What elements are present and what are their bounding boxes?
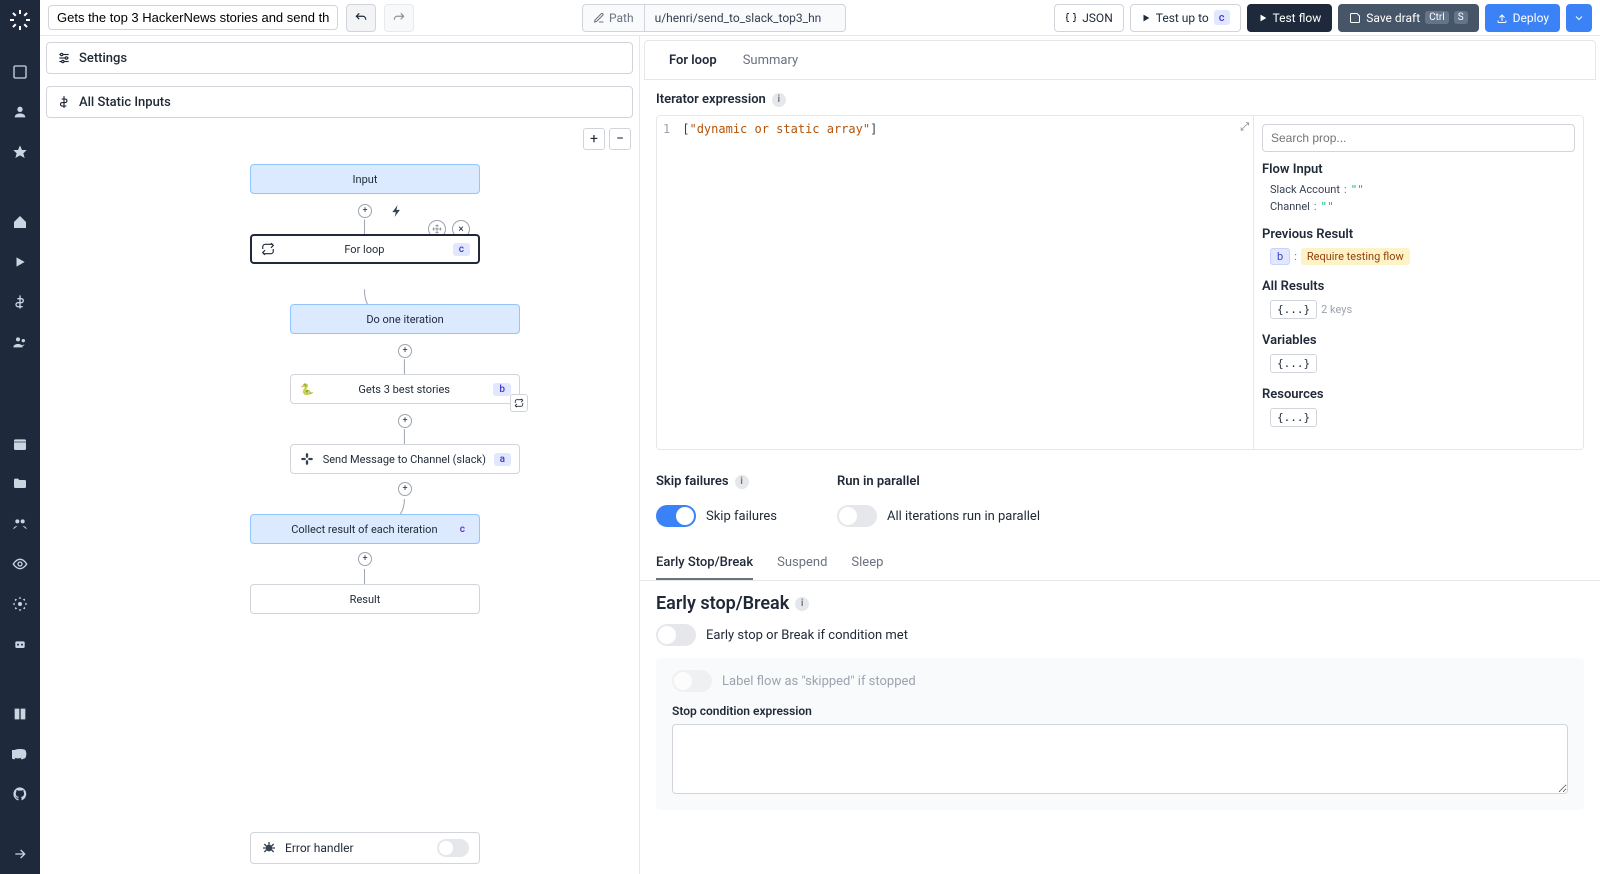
connector-icon[interactable]: +	[358, 204, 372, 218]
early-stop-toggle[interactable]	[656, 624, 696, 646]
props-panel: Flow Input Slack Account:"" Channel:"" P…	[1253, 116, 1583, 449]
skip-failures-title: Skip failuresi	[656, 474, 777, 489]
stop-condition-input[interactable]	[672, 724, 1568, 794]
nav-star-icon[interactable]	[10, 142, 30, 162]
redo-button[interactable]	[384, 4, 414, 32]
nav-calendar-icon[interactable]	[10, 434, 30, 454]
nav-eye-icon[interactable]	[10, 554, 30, 574]
nav-bot-icon[interactable]	[10, 634, 30, 654]
node-input[interactable]: Input	[250, 164, 480, 194]
node-step-b[interactable]: 🐍 Gets 3 best stories b	[290, 374, 520, 404]
undo-button[interactable]	[346, 4, 376, 32]
info-icon[interactable]: i	[795, 597, 809, 611]
deploy-button[interactable]: Deploy	[1485, 4, 1560, 32]
expand-icon[interactable]: ⤢	[1240, 120, 1249, 134]
info-icon[interactable]: i	[735, 475, 749, 489]
tabs: For loop Summary	[644, 40, 1596, 80]
loop-icon	[260, 241, 276, 257]
node-forloop[interactable]: For loop c	[250, 234, 480, 264]
tab-summary[interactable]: Summary	[731, 41, 810, 79]
nav-folder-icon[interactable]	[10, 474, 30, 494]
zoom-out-button[interactable]: −	[609, 128, 631, 150]
tab-forloop[interactable]: For loop	[657, 41, 729, 79]
connector-icon[interactable]: +	[398, 482, 412, 496]
subtab-early-stop[interactable]: Early Stop/Break	[656, 547, 753, 580]
nav-dollar-icon[interactable]	[10, 292, 30, 312]
topbar: Path u/henri/send_to_slack_top3_hn JSON …	[40, 0, 1600, 36]
python-icon: 🐍	[299, 381, 315, 397]
path-value: u/henri/send_to_slack_top3_hn	[645, 11, 845, 25]
nav-collapse-icon[interactable]	[10, 844, 30, 864]
test-flow-button[interactable]: Test flow	[1247, 4, 1333, 32]
test-up-to-button[interactable]: Test up toc	[1130, 4, 1241, 32]
logo-icon	[8, 8, 32, 32]
search-prop-input[interactable]	[1262, 124, 1575, 152]
bug-icon	[261, 840, 277, 856]
path-label-text: Path	[609, 11, 634, 25]
deploy-menu-button[interactable]	[1566, 4, 1592, 32]
all-results-title: All Results	[1262, 279, 1575, 294]
nav-home-icon[interactable]	[10, 212, 30, 232]
nav-team-icon[interactable]	[10, 332, 30, 352]
path-box[interactable]: Path u/henri/send_to_slack_top3_hn	[582, 4, 846, 32]
subtab-suspend[interactable]: Suspend	[777, 547, 827, 580]
flow-title-input[interactable]	[48, 5, 338, 30]
flow-canvas-panel: Settings All Static Inputs + −	[40, 36, 640, 874]
node-result[interactable]: Result	[250, 584, 480, 614]
info-icon[interactable]: i	[772, 93, 786, 107]
node-collect[interactable]: Collect result of each iteration c	[250, 514, 480, 544]
variables-title: Variables	[1262, 333, 1575, 348]
node-do-one-iteration[interactable]: Do one iteration	[290, 304, 520, 334]
save-draft-button[interactable]: Save draftCtrlS	[1338, 4, 1478, 32]
nav-play-icon[interactable]	[10, 252, 30, 272]
run-parallel-toggle[interactable]	[837, 505, 877, 527]
nav-sidebar	[0, 0, 40, 874]
error-handler-toggle[interactable]: Error handler	[250, 832, 480, 864]
nav-discord-icon[interactable]	[10, 744, 30, 764]
connector-icon[interactable]: +	[398, 414, 412, 428]
flow-input-title: Flow Input	[1262, 162, 1575, 177]
settings-header[interactable]: Settings	[46, 42, 633, 74]
bolt-icon	[390, 204, 404, 218]
nav-user-icon[interactable]	[10, 102, 30, 122]
nav-github-icon[interactable]	[10, 784, 30, 804]
iterator-title: Iterator expressioni	[656, 92, 1584, 107]
code-editor[interactable]: ⤢ 1["dynamic or static array"]	[657, 116, 1253, 449]
skip-failures-toggle[interactable]	[656, 505, 696, 527]
nav-gear-icon[interactable]	[10, 594, 30, 614]
subtab-sleep[interactable]: Sleep	[851, 547, 883, 580]
nav-group-icon[interactable]	[10, 514, 30, 534]
static-inputs-header[interactable]: All Static Inputs	[46, 86, 633, 118]
nav-book-icon[interactable]	[10, 704, 30, 724]
connector-icon[interactable]: +	[398, 344, 412, 358]
flow-canvas[interactable]: + − Input +	[40, 124, 639, 874]
connector-icon[interactable]: +	[358, 552, 372, 566]
stop-condition-label: Stop condition expression	[672, 704, 1568, 718]
loop-indicator-icon	[510, 394, 528, 412]
error-handler-switch[interactable]	[437, 839, 469, 857]
run-parallel-title: Run in parallel	[837, 474, 1040, 489]
slack-icon	[299, 451, 315, 467]
label-skipped-toggle[interactable]	[672, 670, 712, 692]
config-panel: For loop Summary Iterator expressioni ⤢ …	[640, 36, 1600, 874]
json-button[interactable]: JSON	[1054, 4, 1124, 32]
prev-result-title: Previous Result	[1262, 227, 1575, 242]
nav-workspace-icon[interactable]	[10, 62, 30, 82]
zoom-in-button[interactable]: +	[583, 128, 605, 150]
early-stop-heading: Early stop/Breaki	[656, 593, 1584, 614]
resources-title: Resources	[1262, 387, 1575, 402]
node-step-a[interactable]: Send Message to Channel (slack) a	[290, 444, 520, 474]
